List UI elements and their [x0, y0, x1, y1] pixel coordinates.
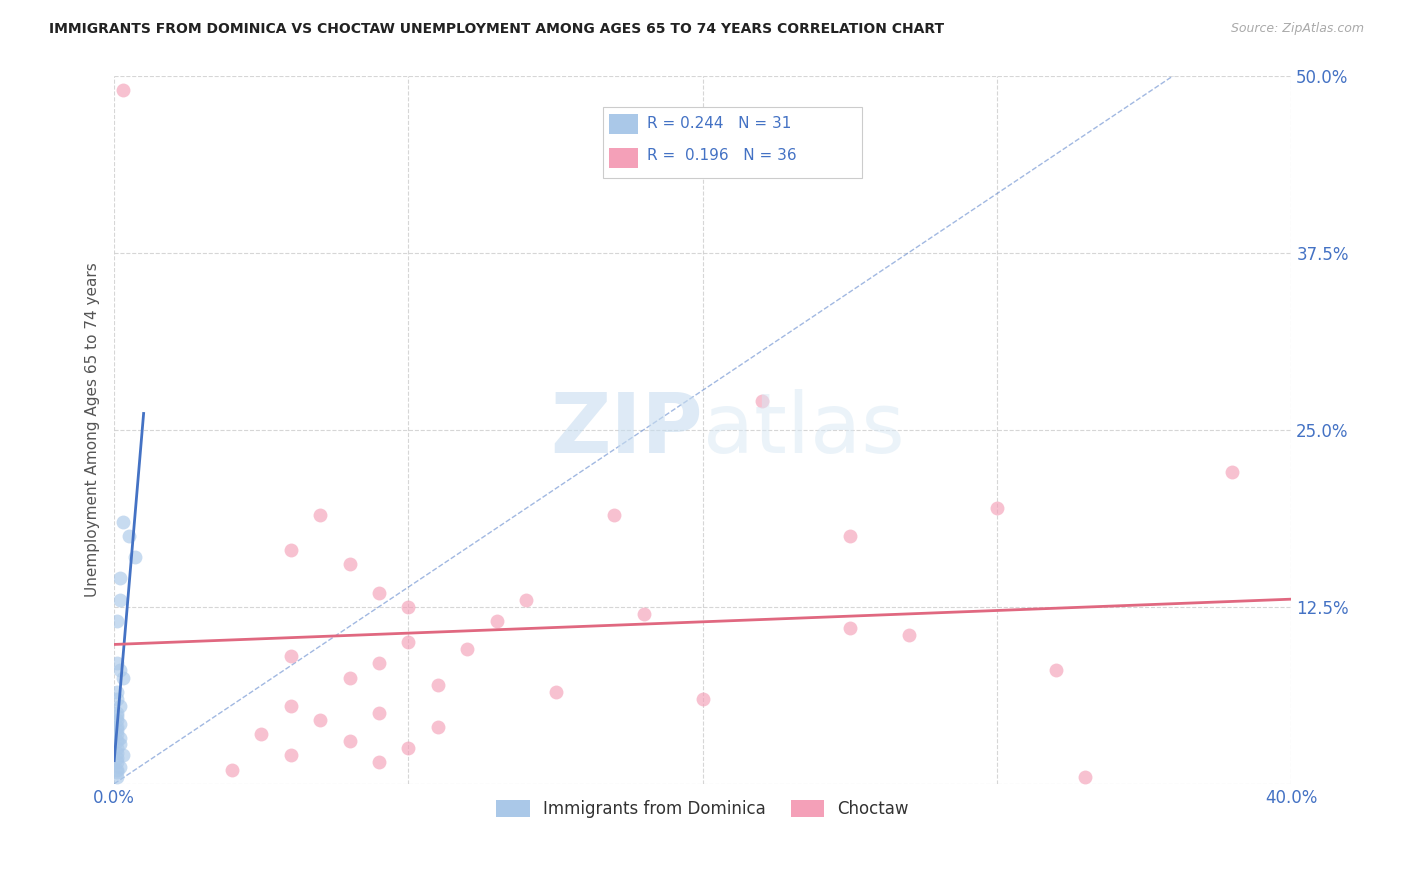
Point — [105, 684, 128, 698]
Point — [105, 723, 128, 737]
Point — [111, 515, 134, 529]
Point — [108, 717, 131, 731]
Point — [105, 746, 128, 760]
Point — [108, 737, 131, 751]
Point — [105, 741, 128, 756]
Point — [108, 760, 131, 774]
Point — [1222, 465, 1244, 479]
Point — [838, 529, 860, 543]
Point — [544, 684, 567, 698]
Point — [105, 751, 128, 765]
Point — [280, 649, 302, 664]
Point — [485, 614, 508, 628]
Point — [108, 698, 131, 713]
Point — [108, 592, 131, 607]
Text: IMMIGRANTS FROM DOMINICA VS CHOCTAW UNEMPLOYMENT AMONG AGES 65 TO 74 YEARS CORRE: IMMIGRANTS FROM DOMINICA VS CHOCTAW UNEM… — [49, 22, 945, 37]
Point — [105, 734, 128, 748]
Point — [515, 592, 537, 607]
Point — [105, 614, 128, 628]
Point — [398, 635, 420, 649]
Point — [108, 664, 131, 678]
Text: Source: ZipAtlas.com: Source: ZipAtlas.com — [1230, 22, 1364, 36]
FancyBboxPatch shape — [609, 148, 638, 168]
Y-axis label: Unemployment Among Ages 65 to 74 years: Unemployment Among Ages 65 to 74 years — [86, 262, 100, 597]
Point — [105, 657, 128, 671]
Point — [280, 748, 302, 763]
Point — [105, 691, 128, 706]
Point — [105, 770, 128, 784]
Point — [1074, 770, 1097, 784]
Point — [108, 731, 131, 746]
Point — [986, 500, 1008, 515]
Point — [118, 529, 141, 543]
Point — [339, 734, 361, 748]
Point — [751, 394, 773, 409]
Point — [105, 763, 128, 777]
Point — [221, 763, 243, 777]
Point — [368, 657, 391, 671]
FancyBboxPatch shape — [603, 107, 862, 178]
Point — [398, 599, 420, 614]
Point — [105, 756, 128, 770]
Point — [398, 741, 420, 756]
Point — [692, 691, 714, 706]
Point — [603, 508, 626, 522]
Text: R =  0.196   N = 36: R = 0.196 N = 36 — [647, 148, 797, 163]
Point — [368, 585, 391, 599]
Point — [124, 550, 146, 565]
Point — [456, 642, 478, 657]
Point — [111, 83, 134, 97]
Point — [111, 748, 134, 763]
Text: atlas: atlas — [703, 389, 904, 470]
Point — [280, 698, 302, 713]
Point — [368, 706, 391, 720]
Point — [108, 571, 131, 585]
Point — [105, 727, 128, 741]
Point — [309, 713, 332, 727]
Point — [105, 720, 128, 734]
Point — [105, 706, 128, 720]
Point — [339, 557, 361, 571]
Point — [339, 671, 361, 685]
Point — [426, 677, 449, 691]
FancyBboxPatch shape — [609, 114, 638, 135]
Point — [105, 713, 128, 727]
Point — [368, 756, 391, 770]
Point — [633, 607, 655, 621]
Text: ZIP: ZIP — [550, 389, 703, 470]
Point — [309, 508, 332, 522]
Point — [1045, 664, 1067, 678]
Point — [838, 621, 860, 635]
Legend: Immigrants from Dominica, Choctaw: Immigrants from Dominica, Choctaw — [489, 794, 915, 825]
Point — [426, 720, 449, 734]
Text: R = 0.244   N = 31: R = 0.244 N = 31 — [647, 116, 792, 131]
Point — [111, 671, 134, 685]
Point — [105, 708, 128, 723]
Point — [105, 765, 128, 780]
Point — [897, 628, 920, 642]
Point — [250, 727, 273, 741]
Point — [280, 543, 302, 558]
